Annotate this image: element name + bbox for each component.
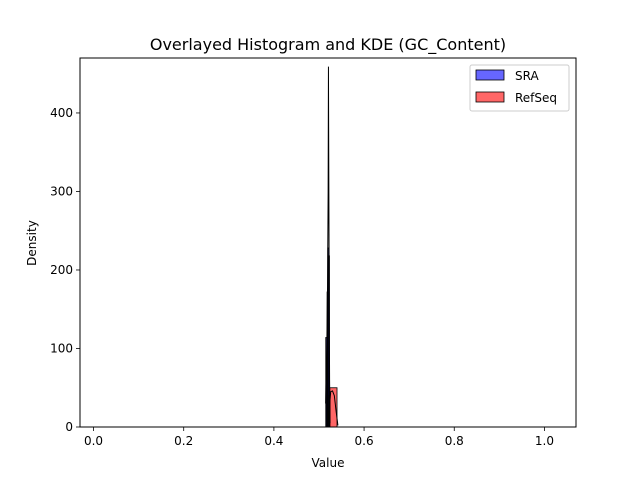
legend-swatch-refseq — [475, 91, 505, 103]
kde-line-sra — [325, 66, 331, 424]
x-tick-label: 1.0 — [535, 434, 554, 448]
y-axis-label: Density — [25, 220, 39, 266]
x-tick-label: 0.4 — [264, 434, 283, 448]
x-tick-label: 0.2 — [174, 434, 193, 448]
y-tick-label: 300 — [50, 184, 73, 198]
plot-area — [325, 66, 339, 428]
y-tick-label: 400 — [50, 106, 73, 120]
y-tick-label: 0 — [65, 420, 73, 434]
x-axis-label: Value — [312, 456, 345, 470]
x-tick-label: 0.8 — [445, 434, 464, 448]
y-tick-label: 100 — [50, 341, 73, 355]
legend-label-refseq: RefSeq — [515, 91, 557, 105]
x-axis: 0.0 0.2 0.4 0.6 0.8 1.0 — [84, 427, 554, 448]
legend-label-sra: SRA — [515, 69, 539, 83]
legend-swatch-sra — [475, 69, 505, 81]
y-axis: 0 100 200 300 400 — [50, 106, 80, 434]
legend: SRA RefSeq — [469, 64, 570, 112]
x-tick-label: 0.0 — [84, 434, 103, 448]
x-tick-label: 0.6 — [355, 434, 374, 448]
plot-frame — [79, 57, 577, 428]
chart-title: Overlayed Histogram and KDE (GC_Content) — [150, 35, 506, 55]
y-tick-label: 200 — [50, 263, 73, 277]
kde-line-refseq — [327, 390, 339, 426]
